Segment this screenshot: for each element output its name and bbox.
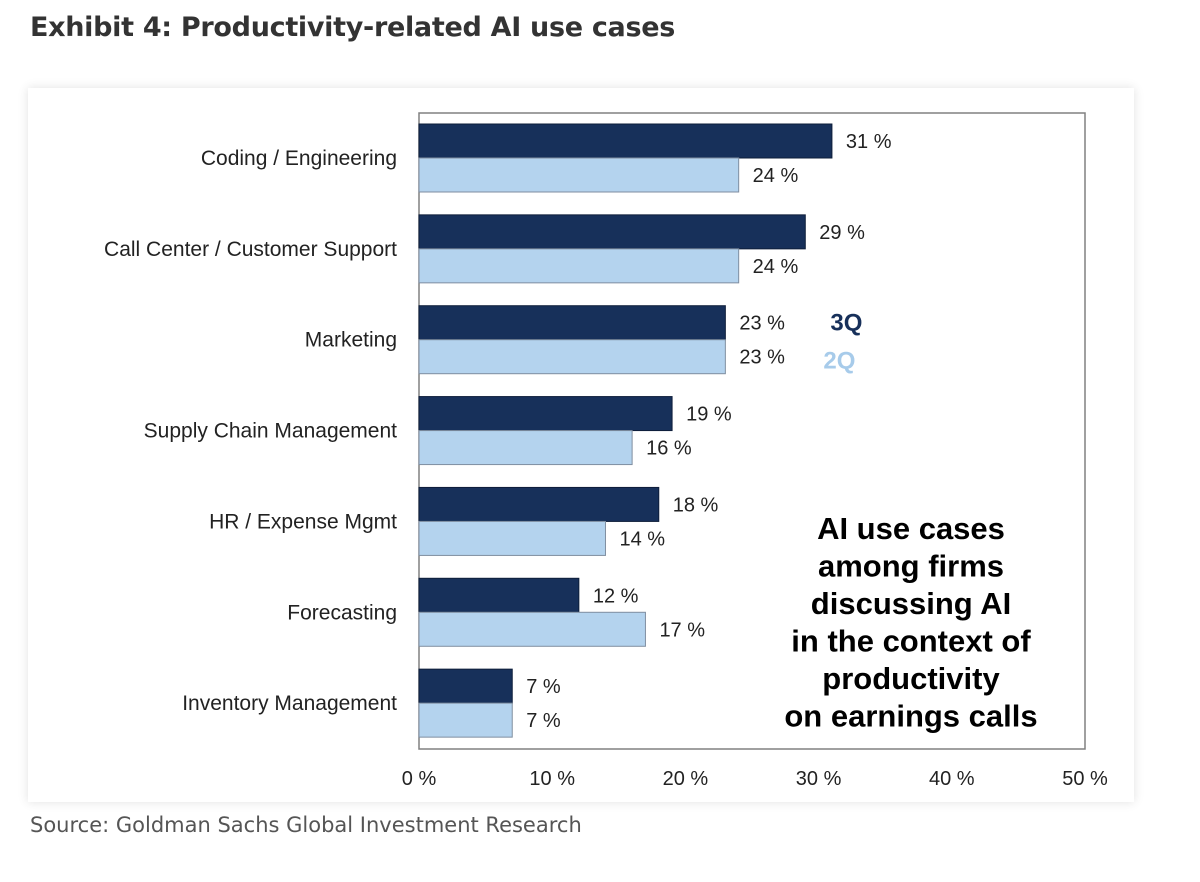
bar-3q: [418, 668, 513, 704]
value-label-2q: 14 %: [619, 528, 665, 550]
value-label-2q: 17 %: [659, 619, 705, 641]
value-label-3q: 18 %: [673, 494, 719, 516]
bar-3q: [418, 486, 660, 522]
bar-3q: [418, 577, 580, 613]
value-label-2q: 23 %: [739, 347, 785, 369]
category-label: Forecasting: [287, 601, 397, 624]
bar-3q: [418, 305, 726, 341]
bar-2q: [418, 430, 633, 466]
legend-3q: 3Q: [830, 310, 862, 337]
annotation-line: among firms: [818, 549, 1004, 584]
value-label-3q: 31 %: [846, 131, 892, 153]
x-tick-label: 0 %: [402, 768, 437, 790]
bar-3q: [418, 396, 673, 432]
bar-3q: [418, 214, 806, 250]
category-label: HR / Expense Mgmt: [209, 510, 397, 533]
exhibit-title: Exhibit 4: Productivity-related AI use c…: [30, 12, 676, 43]
value-label-3q: 29 %: [819, 222, 865, 244]
value-label-2q: 7 %: [526, 710, 561, 732]
value-label-2q: 16 %: [646, 438, 692, 460]
annotation-line: productivity: [822, 661, 1000, 696]
bar-2q: [418, 248, 740, 284]
category-label: Supply Chain Management: [144, 420, 397, 443]
x-tick-label: 50 %: [1062, 768, 1108, 790]
category-label: Call Center / Customer Support: [104, 238, 397, 261]
value-label-3q: 12 %: [593, 585, 639, 607]
bar-2q: [418, 702, 513, 738]
bar-2q: [418, 611, 646, 647]
value-label-3q: 7 %: [526, 676, 561, 698]
value-label-3q: 23 %: [739, 313, 785, 335]
annotation-line: in the context of: [791, 624, 1031, 659]
x-tick-label: 30 %: [796, 768, 842, 790]
legend-2q: 2Q: [823, 348, 855, 375]
bar-2q: [418, 520, 606, 556]
value-label-2q: 24 %: [753, 256, 799, 278]
annotation-line: discussing AI: [811, 586, 1011, 621]
value-label-2q: 24 %: [753, 165, 799, 187]
x-tick-label: 40 %: [929, 768, 975, 790]
category-label: Coding / Engineering: [201, 147, 397, 170]
annotation-line: AI use cases: [817, 511, 1005, 546]
bar-2q: [418, 157, 740, 193]
bar-2q: [418, 339, 726, 375]
annotation-line: on earnings calls: [784, 699, 1037, 734]
x-tick-label: 10 %: [529, 768, 575, 790]
x-tick-label: 20 %: [663, 768, 709, 790]
source-note: Source: Goldman Sachs Global Investment …: [30, 813, 582, 837]
category-label: Marketing: [305, 329, 397, 352]
value-label-3q: 19 %: [686, 404, 732, 426]
bar-3q: [418, 123, 833, 159]
category-label: Inventory Management: [182, 692, 397, 715]
